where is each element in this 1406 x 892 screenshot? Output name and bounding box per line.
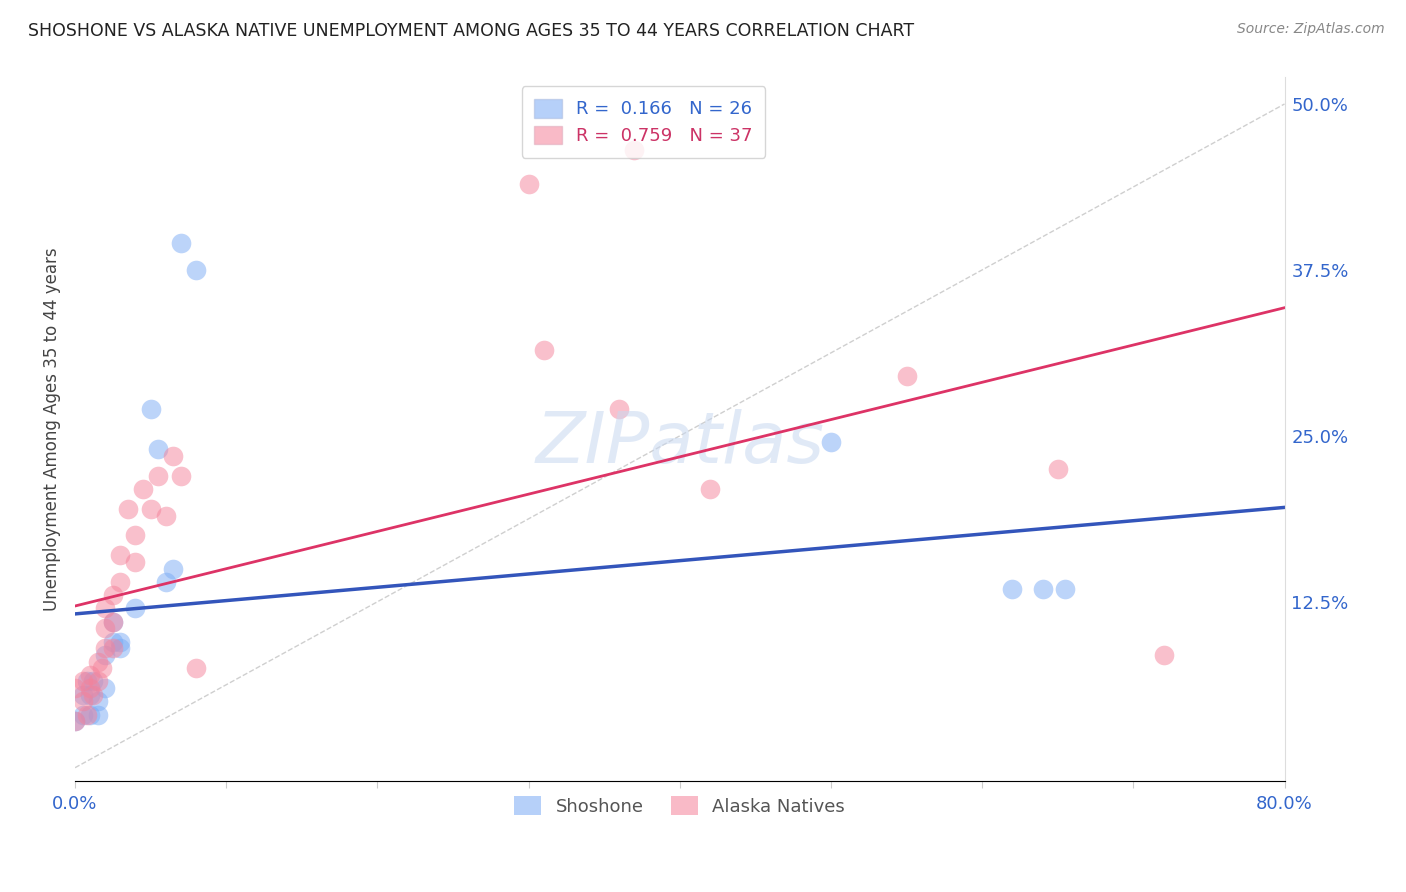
Point — [607, 402, 630, 417]
Point — [1046, 462, 1069, 476]
Point — [82, 688, 104, 702]
Point — [155, 508, 177, 523]
Point — [1153, 648, 1175, 662]
Point — [72, 707, 94, 722]
Point — [101, 615, 124, 629]
Point — [63, 714, 86, 729]
Point — [1054, 582, 1077, 596]
Point — [94, 601, 117, 615]
Point — [139, 501, 162, 516]
Point — [110, 574, 132, 589]
Point — [117, 501, 139, 516]
Point — [63, 714, 86, 729]
Point — [110, 641, 132, 656]
Point — [1032, 582, 1054, 596]
Point — [63, 681, 86, 695]
Text: SHOSHONE VS ALASKA NATIVE UNEMPLOYMENT AMONG AGES 35 TO 44 YEARS CORRELATION CHA: SHOSHONE VS ALASKA NATIVE UNEMPLOYMENT A… — [28, 22, 914, 40]
Point — [86, 674, 108, 689]
Point — [124, 601, 146, 615]
Text: ZIPatlas: ZIPatlas — [536, 409, 824, 478]
Point — [94, 621, 117, 635]
Point — [86, 694, 108, 708]
Point — [170, 236, 193, 251]
Point — [699, 482, 721, 496]
Point — [101, 641, 124, 656]
Point — [94, 681, 117, 695]
Point — [72, 688, 94, 702]
Point — [533, 343, 555, 357]
Legend: Shoshone, Alaska Natives: Shoshone, Alaska Natives — [505, 788, 855, 825]
Point — [162, 449, 184, 463]
Point — [146, 442, 169, 457]
Point — [124, 555, 146, 569]
Point — [79, 667, 101, 681]
Point — [72, 694, 94, 708]
Point — [896, 369, 918, 384]
Point — [1001, 582, 1024, 596]
Text: Source: ZipAtlas.com: Source: ZipAtlas.com — [1237, 22, 1385, 37]
Point — [76, 707, 98, 722]
Point — [79, 688, 101, 702]
Point — [76, 674, 98, 689]
Point — [82, 674, 104, 689]
Point — [79, 681, 101, 695]
Point — [79, 707, 101, 722]
Point — [184, 263, 207, 277]
Point — [155, 574, 177, 589]
Point — [820, 435, 842, 450]
Point — [101, 634, 124, 648]
Point — [146, 468, 169, 483]
Point — [86, 707, 108, 722]
Point — [91, 661, 114, 675]
Point — [101, 615, 124, 629]
Point — [184, 661, 207, 675]
Point — [94, 648, 117, 662]
Point — [72, 674, 94, 689]
Point — [110, 634, 132, 648]
Point — [110, 549, 132, 563]
Point — [517, 177, 540, 191]
Point — [86, 655, 108, 669]
Point — [132, 482, 155, 496]
Point — [170, 468, 193, 483]
Point — [162, 561, 184, 575]
Point — [139, 402, 162, 417]
Y-axis label: Unemployment Among Ages 35 to 44 years: Unemployment Among Ages 35 to 44 years — [44, 247, 60, 611]
Point — [101, 588, 124, 602]
Point — [623, 144, 645, 158]
Point — [94, 641, 117, 656]
Point — [124, 528, 146, 542]
